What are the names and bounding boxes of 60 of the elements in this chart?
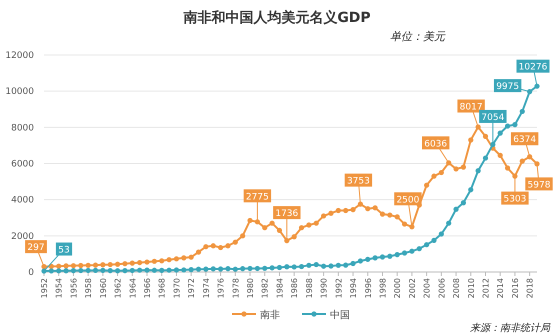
x-tick-label: 1958 [84,278,94,298]
y-tick-label: 2000 [11,232,34,242]
y-tick-label: 12000 [5,51,34,61]
x-tick-label: 1976 [216,278,226,298]
y-tick-label: 10000 [5,87,34,98]
annotation: 5303 [503,194,526,205]
x-tick-label: 1974 [202,278,211,298]
x-tick-label: 2010 [466,278,476,298]
y-tick-label: 8000 [11,123,34,134]
x-tick-label: 1966 [143,278,152,298]
annotation: 10276 [518,62,548,73]
annotation: 3753 [346,176,370,187]
x-tick-label: 2018 [526,278,535,298]
text: 单位：美元 [390,30,446,43]
annotation: 6374 [513,135,536,146]
x-tick-label: 1960 [98,278,108,298]
x-tick-label: 2006 [437,278,446,298]
x-tick-label: 1980 [246,278,256,298]
annotation: 6036 [424,139,448,150]
x-tick-label: 1962 [114,278,123,298]
y-tick-label: 4000 [11,196,34,206]
x-tick-label: 1968 [158,278,167,298]
x-tick-label: 2016 [510,278,520,298]
x-tick-label: 1988 [304,278,314,298]
annotation: 297 [27,243,45,254]
x-tick-label: 1964 [128,278,138,298]
x-tick-label: 1970 [172,278,182,298]
x-tick-label: 1972 [187,278,196,298]
x-tick-label: 1996 [364,278,373,298]
legend-label: 南非 [260,309,280,321]
x-tick-label: 2000 [393,278,402,298]
x-tick-label: 2008 [452,278,462,298]
annotation: 1736 [275,209,299,220]
x-tick-label: 1978 [231,278,240,298]
x-tick-label: 1990 [320,278,329,298]
x-tick-label: 2014 [496,278,506,298]
x-tick-label: 1992 [334,278,344,298]
x-tick-label: 2002 [408,278,417,298]
annotation: 7054 [481,112,505,123]
chart-title: 南非和中国人均美元名义GDP [182,9,371,26]
y-tick-label: 6000 [11,160,34,170]
x-tick-label: 1998 [378,278,388,298]
y-tick-label: 0 [28,268,34,278]
annotation: 53 [58,246,70,256]
x-tick-label: 1956 [69,278,78,298]
x-tick-label: 1982 [260,278,270,298]
x-tick-label: 1952 [40,278,49,298]
source-note: 来源：南非统计局 [470,322,551,334]
annotation: 2500 [396,195,420,206]
annotation: 9975 [496,82,520,92]
legend-label: 中国 [330,309,350,321]
x-tick-label: 1984 [275,278,284,298]
annotation: 5978 [528,180,551,190]
annotation: 8017 [460,102,483,113]
annotation: 2775 [246,192,269,202]
x-tick-label: 2012 [481,278,490,298]
x-tick-label: 1986 [290,278,300,298]
x-tick-label: 2004 [422,278,432,298]
x-tick-label: 1954 [54,278,64,298]
x-tick-label: 1994 [349,278,358,298]
